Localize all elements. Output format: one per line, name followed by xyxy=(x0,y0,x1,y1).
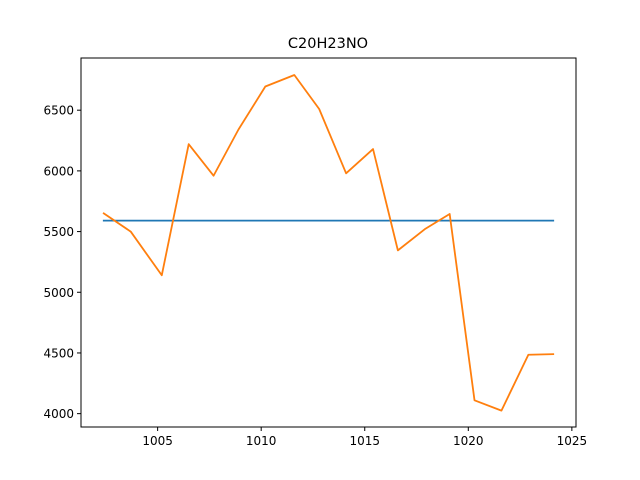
x-tick-label: 1025 xyxy=(557,434,588,448)
series-layer xyxy=(102,74,555,412)
y-tick-label: 6500 xyxy=(43,104,74,118)
axes-layer: 1005 1010 1015 1020 1025 4000 4500 5000 5500 6000… xyxy=(43,57,588,448)
y-tick-label: 5500 xyxy=(43,225,74,239)
axes-frame xyxy=(80,57,577,428)
series-line-2 xyxy=(102,74,555,412)
y-tick-label: 6000 xyxy=(43,164,74,178)
y-tick-label: 4500 xyxy=(43,346,74,360)
y-tick-label: 5000 xyxy=(43,286,74,300)
plot-area xyxy=(81,58,576,427)
x-tick-label: 1010 xyxy=(246,434,277,448)
plot-background xyxy=(81,58,576,427)
x-tick-label: 1005 xyxy=(142,434,173,448)
y-tick-label: 4000 xyxy=(43,407,74,421)
x-tick-label: 1015 xyxy=(349,434,380,448)
chart-title: C20H23NO xyxy=(288,36,368,52)
x-tick-label: 1020 xyxy=(453,434,484,448)
